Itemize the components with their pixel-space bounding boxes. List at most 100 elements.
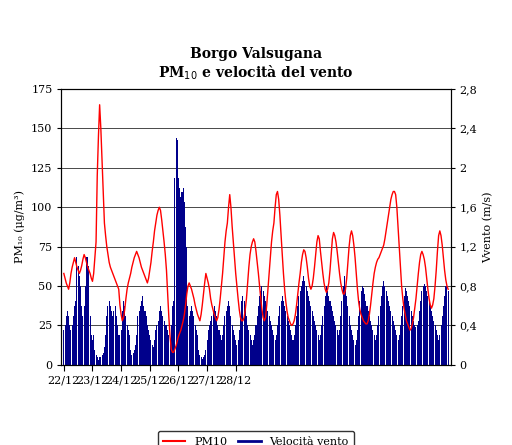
Bar xyxy=(420,301,421,365)
Bar xyxy=(378,316,379,365)
Bar xyxy=(302,281,303,365)
Bar xyxy=(205,350,206,365)
Bar xyxy=(257,316,258,365)
Bar xyxy=(382,286,383,365)
Bar xyxy=(231,325,232,365)
Bar xyxy=(369,316,370,365)
Bar xyxy=(155,330,156,365)
Bar xyxy=(233,330,234,365)
Bar xyxy=(263,291,264,365)
Bar xyxy=(309,301,310,365)
Bar xyxy=(242,296,243,365)
Bar xyxy=(221,340,222,365)
Legend: PM10, Velocità vento: PM10, Velocità vento xyxy=(158,431,354,445)
Bar xyxy=(377,325,378,365)
Bar xyxy=(307,291,308,365)
Bar xyxy=(103,353,104,365)
Bar xyxy=(399,336,400,365)
Bar xyxy=(428,296,429,365)
Bar xyxy=(104,347,105,365)
Bar xyxy=(212,311,214,365)
Bar xyxy=(381,296,382,365)
Bar xyxy=(63,330,65,365)
Bar xyxy=(426,291,427,365)
Bar xyxy=(277,325,278,365)
Bar xyxy=(204,355,205,365)
Bar xyxy=(411,311,412,365)
Bar xyxy=(100,357,101,365)
Bar xyxy=(334,320,335,365)
Bar xyxy=(66,316,67,365)
Bar xyxy=(312,311,313,365)
Bar xyxy=(244,301,245,365)
Bar xyxy=(401,316,402,365)
Bar xyxy=(356,340,357,365)
Bar xyxy=(396,336,397,365)
Bar xyxy=(202,359,203,365)
Bar xyxy=(154,340,155,365)
Bar xyxy=(237,345,238,365)
Bar xyxy=(240,316,241,365)
Bar xyxy=(372,330,373,365)
Bar xyxy=(359,301,360,365)
Bar xyxy=(379,306,380,365)
Bar xyxy=(349,316,350,365)
Title: Borgo Valsugana
PM$_{10}$ e velocità del vento: Borgo Valsugana PM$_{10}$ e velocità del… xyxy=(158,47,354,82)
Bar xyxy=(69,325,70,365)
Bar xyxy=(197,336,198,365)
Bar xyxy=(118,336,119,365)
Bar xyxy=(119,336,120,365)
Bar xyxy=(184,202,185,365)
Bar xyxy=(435,325,436,365)
Bar xyxy=(117,325,118,365)
Bar xyxy=(310,306,311,365)
Bar xyxy=(160,306,161,365)
Bar xyxy=(67,311,68,365)
Bar xyxy=(198,350,199,365)
Bar xyxy=(71,330,72,365)
Bar xyxy=(172,306,173,365)
Bar xyxy=(238,340,239,365)
Bar xyxy=(251,340,252,365)
Bar xyxy=(72,325,73,365)
Bar xyxy=(206,340,207,365)
Bar xyxy=(86,256,87,365)
Bar xyxy=(99,357,100,365)
Bar xyxy=(392,316,393,365)
Bar xyxy=(331,306,332,365)
Bar xyxy=(177,140,178,365)
Bar xyxy=(339,330,340,365)
Bar xyxy=(168,336,169,365)
Bar xyxy=(89,267,90,365)
Bar xyxy=(180,198,181,365)
Bar xyxy=(110,306,111,365)
Bar xyxy=(210,320,211,365)
Bar xyxy=(247,325,248,365)
Bar xyxy=(144,311,145,365)
Bar xyxy=(407,296,408,365)
Bar xyxy=(253,340,254,365)
Bar xyxy=(413,320,414,365)
Bar xyxy=(186,247,187,365)
Bar xyxy=(419,311,420,365)
Bar xyxy=(335,325,336,365)
Bar xyxy=(148,330,149,365)
Bar xyxy=(300,291,301,365)
Bar xyxy=(360,291,361,365)
Bar xyxy=(220,336,221,365)
Bar xyxy=(320,336,321,365)
Bar xyxy=(203,357,204,365)
Bar xyxy=(185,227,186,365)
Bar xyxy=(169,340,170,365)
Bar xyxy=(81,306,82,365)
Bar xyxy=(146,316,147,365)
Bar xyxy=(370,320,371,365)
Bar xyxy=(439,336,440,365)
Bar xyxy=(395,330,396,365)
Bar xyxy=(367,306,368,365)
Bar xyxy=(368,311,369,365)
Bar xyxy=(258,306,259,365)
Bar xyxy=(245,306,246,365)
Bar xyxy=(296,316,297,365)
Bar xyxy=(80,286,81,365)
